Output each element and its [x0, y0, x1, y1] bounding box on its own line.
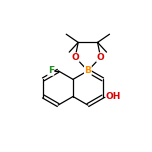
Text: F: F — [48, 66, 54, 75]
Text: OH: OH — [106, 92, 121, 101]
Text: B: B — [85, 66, 91, 75]
Text: O: O — [71, 53, 79, 62]
Text: O: O — [97, 53, 104, 62]
